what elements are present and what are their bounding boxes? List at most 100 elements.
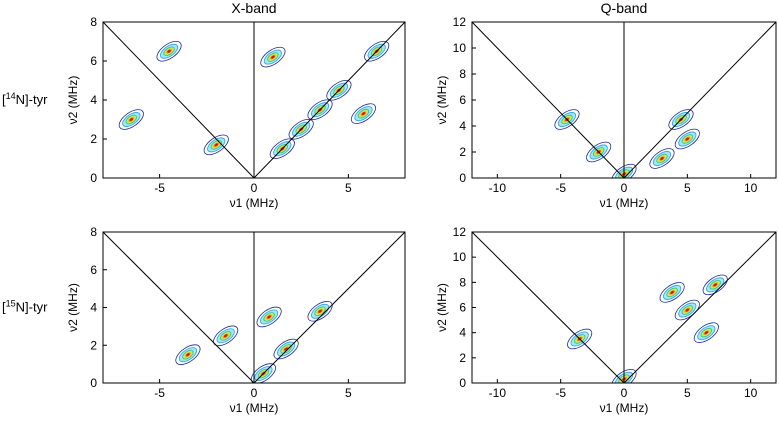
x-axis-label: ν1 (MHz) (600, 196, 649, 210)
contour-level (186, 353, 190, 357)
y-tick-label: 2 (459, 145, 466, 159)
x-tick-label: 5 (684, 386, 691, 400)
y-tick-label: 8 (90, 225, 97, 239)
y-tick-label: 0 (90, 376, 97, 390)
contour-level (269, 138, 295, 160)
x-tick-label: 5 (684, 181, 691, 195)
antidiagonal (103, 232, 255, 383)
x-tick-label: -5 (154, 181, 165, 195)
x-axis-label: ν1 (MHz) (230, 401, 279, 415)
contour-level (361, 112, 366, 116)
y-tick-label: 12 (453, 15, 467, 29)
contour-level (674, 128, 700, 150)
y-tick-label: 0 (459, 171, 466, 185)
contour-level (350, 103, 377, 124)
x-axis-label: ν1 (MHz) (600, 401, 649, 415)
y-tick-label: 2 (90, 132, 97, 146)
y-axis-label: ν2 (MHz) (66, 283, 80, 332)
diagonal (623, 232, 776, 383)
contour-level (704, 331, 709, 335)
y-tick-label: 8 (90, 15, 97, 29)
row-label-open: [ (2, 300, 6, 315)
x-tick-label: -5 (555, 386, 566, 400)
antidiagonal (103, 22, 255, 178)
y-tick-label: 6 (459, 301, 466, 315)
row-label-text: N]-tyr (16, 92, 48, 107)
antidiagonal (472, 232, 625, 383)
y-tick-label: 2 (90, 338, 97, 352)
contour-level (267, 315, 271, 319)
contour-level (586, 141, 612, 163)
panel-title: Q-band (601, 0, 648, 16)
y-axis-label: ν2 (MHz) (435, 76, 449, 125)
y-tick-label: 4 (459, 326, 466, 340)
x-tick-label: 0 (621, 386, 628, 400)
y-tick-label: 0 (459, 376, 466, 390)
peak (118, 109, 144, 130)
plot-area (472, 232, 776, 383)
x-tick-label: -5 (154, 386, 165, 400)
contour-level (554, 109, 580, 130)
row-label-isotope: 14 (6, 91, 16, 101)
contour-level (307, 301, 333, 322)
row-label-open: [ (2, 92, 6, 107)
contour-level (273, 338, 299, 360)
antidiagonal (472, 22, 625, 178)
row-label-text: N]-tyr (16, 300, 48, 315)
y-tick-label: 6 (90, 263, 97, 277)
contour-level (175, 344, 201, 365)
contour-level (702, 274, 728, 296)
contour-level (223, 334, 228, 338)
diagonal (623, 22, 776, 178)
contour-level (668, 109, 694, 130)
peak (693, 322, 719, 343)
contour-level (713, 283, 718, 287)
row-label: [14N]-tyr (2, 91, 48, 107)
contour-level (364, 40, 390, 62)
y-tick-label: 4 (459, 119, 466, 133)
row-label: [15N]-tyr (2, 299, 48, 315)
diagonal (253, 232, 405, 383)
contour-level (659, 282, 685, 303)
plot-area (472, 22, 776, 178)
peak (649, 148, 675, 169)
plot-area (103, 232, 405, 383)
y-axis-label: ν2 (MHz) (435, 283, 449, 332)
x-tick-label: 10 (744, 181, 758, 195)
plot-area (103, 22, 405, 178)
contour-level (214, 143, 219, 147)
y-axis-label: ν2 (MHz) (66, 76, 80, 125)
contour-level (260, 46, 286, 68)
contour-level (256, 306, 282, 328)
row-label-isotope: 15 (6, 299, 16, 309)
contour-level (118, 109, 144, 130)
contour-level (567, 328, 593, 350)
peak (213, 325, 239, 347)
contour-level (203, 134, 229, 156)
y-tick-label: 10 (453, 41, 467, 55)
peak (659, 282, 685, 303)
contour-level (670, 290, 674, 294)
y-tick-label: 6 (459, 93, 466, 107)
peak (156, 40, 182, 62)
diagonal (253, 22, 405, 178)
contour-level (167, 49, 171, 53)
x-tick-label: 0 (621, 181, 628, 195)
y-tick-label: 4 (90, 93, 97, 107)
y-tick-label: 8 (459, 67, 466, 81)
contour-level (129, 117, 134, 122)
contour-level (326, 79, 352, 101)
contour-level (156, 40, 182, 62)
peak (307, 301, 333, 322)
x-tick-label: 10 (744, 386, 758, 400)
contour-level (649, 148, 675, 169)
y-tick-label: 8 (459, 275, 466, 289)
x-tick-label: 0 (251, 181, 258, 195)
contour-level (271, 55, 275, 59)
peak (256, 306, 282, 328)
panel-title: X-band (231, 0, 276, 16)
peak (203, 134, 229, 156)
peak (674, 128, 700, 150)
y-tick-label: 4 (90, 301, 97, 315)
x-tick-label: 5 (345, 386, 352, 400)
